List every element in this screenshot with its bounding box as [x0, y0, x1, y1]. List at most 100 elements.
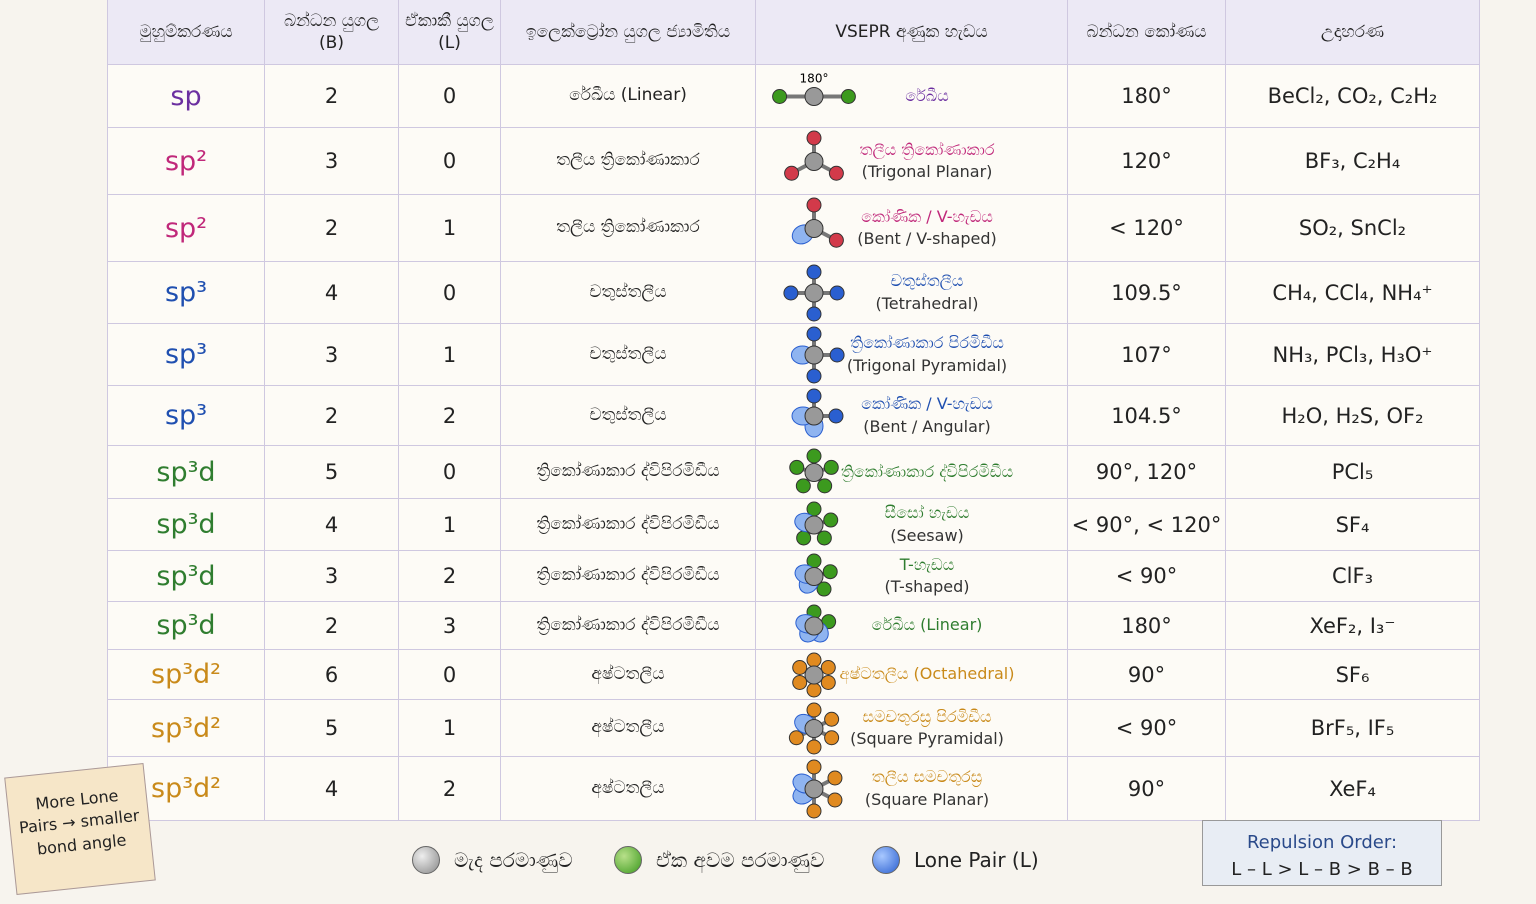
- molecule-icon: [791, 197, 844, 248]
- shape-text: සීසෝ හැඩය (Seesaw): [817, 502, 1037, 547]
- hybridization: sp: [108, 65, 265, 128]
- atom: [806, 682, 822, 698]
- examples: BrF₅, IF₅: [1226, 700, 1480, 757]
- shape-line: අෂ්ටතලීය (Octahedral): [839, 664, 1015, 684]
- shape-text: අෂ්ටතලීය (Octahedral): [817, 663, 1037, 685]
- atom: [824, 730, 840, 746]
- atom: [827, 792, 843, 808]
- legend-label: Lone Pair (L): [914, 848, 1039, 872]
- electron-geometry: ත්‍රිකෝණාකාර ද්විපිරමිඩීය: [501, 499, 756, 551]
- molecule-icon: [792, 759, 843, 819]
- atom: [796, 530, 812, 546]
- shape-line: (Bent / Angular): [863, 416, 991, 436]
- bond-angle: 109.5°: [1068, 262, 1226, 324]
- header-cell: ඒකාකී යුගල (L): [399, 0, 501, 65]
- molecule-icon: [789, 448, 839, 494]
- molecular-shape: සමචතුරස්‍ර පිරමිඩීය (Square Pyramidal): [756, 700, 1068, 757]
- lone-pairs: 1: [399, 195, 501, 262]
- shape-line: සමචතුරස්‍ර පිරමිඩීය: [862, 706, 992, 726]
- shape-line: (Trigonal Planar): [861, 162, 993, 181]
- bond-angle: 90°: [1068, 757, 1226, 821]
- atom: [806, 264, 822, 280]
- bond-angle: < 90°, < 120°: [1068, 499, 1226, 551]
- hybridization: sp³d: [108, 551, 265, 602]
- bond-angle: 120°: [1068, 128, 1226, 195]
- electron-geometry: ත්‍රිකෝණාකාර ද්විපිරමිඩීය: [501, 446, 756, 499]
- hybridization: sp³d²: [108, 650, 265, 700]
- atom: [829, 347, 845, 363]
- atom: [816, 530, 832, 546]
- shape-line: චතුස්තලීය: [890, 271, 964, 291]
- atom: [804, 219, 824, 238]
- atom: [804, 152, 824, 171]
- bond-pairs: 3: [265, 551, 399, 602]
- atom: [804, 283, 824, 303]
- molecular-shape: තලීය ත්‍රිකෝණාකාර (Trigonal Planar): [756, 128, 1068, 195]
- hybridization: sp³: [108, 386, 265, 446]
- atom: [823, 512, 839, 528]
- electron-geometry: රේඛීය (Linear): [501, 65, 756, 128]
- shape-text: කෝණික / V-හැඩය (Bent / Angular): [817, 393, 1037, 438]
- bond-pairs: 2: [265, 386, 399, 446]
- hybridization: sp³d: [108, 602, 265, 650]
- molecular-shape: 180° රේඛීය: [756, 65, 1068, 128]
- atom: [824, 711, 840, 727]
- electron-geometry: චතුස්තලීය: [501, 262, 756, 324]
- atom: [806, 759, 822, 775]
- electron-geometry: ත්‍රිකෝණාකාර ද්විපිරමිඩීය: [501, 602, 756, 650]
- shape-line: ත්‍රිකෝණාකාර පිරමිඩීය: [850, 333, 1004, 353]
- bond-pairs: 3: [265, 128, 399, 195]
- atom: [804, 719, 824, 738]
- bond-angle: 180°: [1068, 65, 1226, 128]
- shape-text: ත්‍රිකෝණාකාර පිරමිඩීය (Trigonal Pyramidal…: [817, 332, 1037, 377]
- shape-line: සීසෝ හැඩය: [884, 503, 970, 523]
- bond-angle: 107°: [1068, 324, 1226, 386]
- molecule-icon: [795, 604, 837, 643]
- bond-angle: 104.5°: [1068, 386, 1226, 446]
- shape-text: රේඛීය (Linear): [817, 614, 1037, 636]
- molecule-icon: [794, 501, 839, 546]
- shape-line: (Square Pyramidal): [850, 729, 1004, 748]
- shape-text: තලීය ත්‍රිකෝණාකාර (Trigonal Planar): [817, 139, 1037, 184]
- examples: XeF₄: [1226, 757, 1480, 821]
- molecule-icon: [788, 702, 840, 755]
- atom: [789, 459, 805, 475]
- hybridization: sp³d: [108, 499, 265, 551]
- hybridization: sp²: [108, 128, 265, 195]
- header-cell: බන්ධන කෝණය: [1068, 0, 1226, 65]
- molecule-icon: [790, 326, 845, 384]
- atom: [804, 345, 824, 365]
- molecule-icon: [783, 264, 845, 322]
- bond-angle: 90°: [1068, 650, 1226, 700]
- atom: [804, 463, 824, 482]
- bond-pairs: 2: [265, 195, 399, 262]
- electron-geometry: චතුස්තලීය: [501, 324, 756, 386]
- molecular-shape: චතුස්තලීය (Tetrahedral): [756, 262, 1068, 324]
- bond-angle: 90°, 120°: [1068, 446, 1226, 499]
- atom: [806, 388, 822, 404]
- legend-item: මැද පරමාණුව: [412, 846, 573, 874]
- bond-pairs: 5: [265, 446, 399, 499]
- molecular-shape: සීසෝ හැඩය (Seesaw): [756, 499, 1068, 551]
- hybridization: sp³d²: [108, 757, 265, 821]
- examples: BF₃, C₂H₄: [1226, 128, 1480, 195]
- atom: [828, 408, 844, 424]
- atom: [806, 448, 822, 464]
- atom: [792, 660, 808, 675]
- lone-pairs: 0: [399, 128, 501, 195]
- electron-geometry: තලීය ත්‍රිකෝණාකාර: [501, 195, 756, 262]
- shape-line: රේඛීය: [905, 85, 949, 105]
- shape-line: (Seesaw): [890, 525, 964, 545]
- examples: CH₄, CCl₄, NH₄⁺: [1226, 262, 1480, 324]
- atom: [806, 197, 822, 213]
- lone-pairs: 1: [399, 499, 501, 551]
- atom: [804, 616, 824, 636]
- molecule-icon: [792, 652, 836, 698]
- atom: [817, 478, 833, 494]
- shape-text: තලීය සමචතුරස්‍ර (Square Planar): [817, 766, 1037, 811]
- atom: [806, 368, 822, 384]
- examples: H₂O, H₂S, OF₂: [1226, 386, 1480, 446]
- header-cell: මුහුම්කරණය: [108, 0, 265, 65]
- lone-pairs: 0: [399, 446, 501, 499]
